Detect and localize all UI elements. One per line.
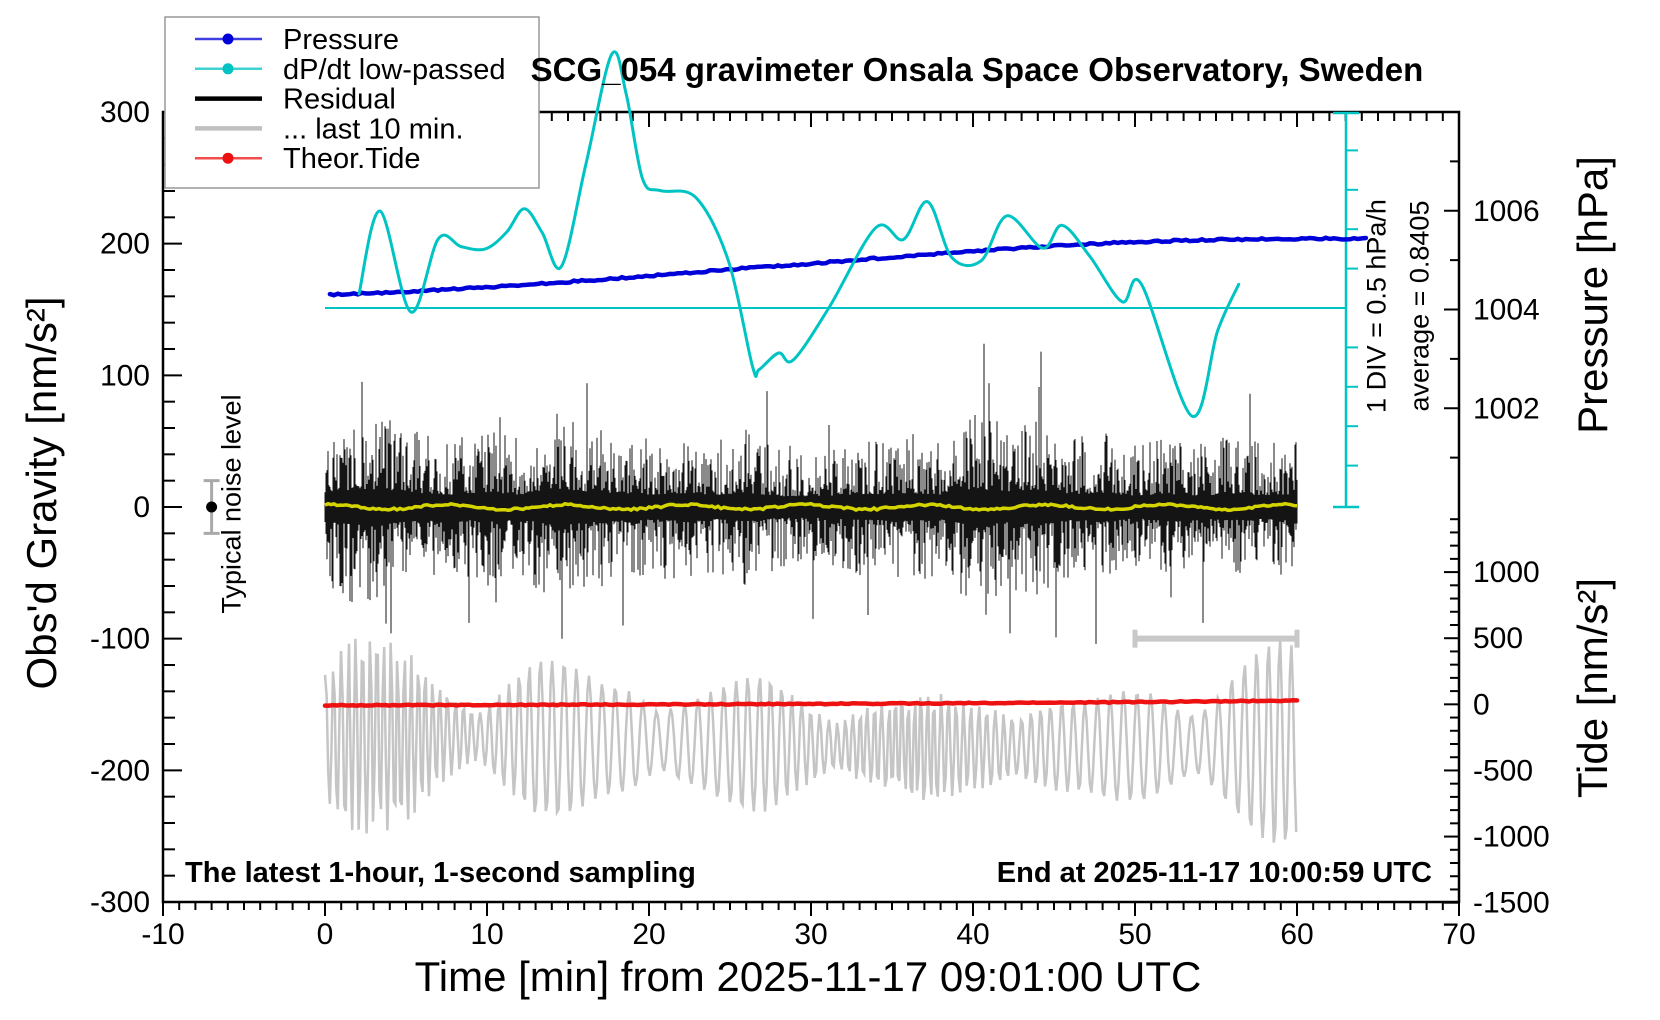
legend-item: Pressure xyxy=(195,24,399,56)
tide-tick-label: -1500 xyxy=(1473,887,1550,920)
pressure-tick-label: 1002 xyxy=(1473,392,1540,425)
x-tick-label: 60 xyxy=(1280,918,1313,951)
legend-item: Theor.Tide xyxy=(195,143,421,175)
dpdt-lowpassed-curve xyxy=(357,50,1241,418)
legend-item: Residual xyxy=(195,84,396,116)
tide-tick-label: 0 xyxy=(1473,688,1490,721)
gravity-tick-label: 100 xyxy=(100,359,150,392)
legend-label: Theor.Tide xyxy=(283,143,421,175)
legend-label: ... last 10 min. xyxy=(283,113,464,145)
series-dpdt xyxy=(357,50,1241,418)
last10-residual-curve xyxy=(323,638,1298,843)
tide-tick-label: 500 xyxy=(1473,622,1523,655)
series-last10 xyxy=(323,638,1298,843)
div-scale-annotation: 1 DIV = 0.5 hPa/h xyxy=(1361,199,1392,413)
sampling-note: The latest 1-hour, 1-second sampling xyxy=(185,857,696,889)
x-tick-label: 10 xyxy=(470,918,503,951)
legend-label: Residual xyxy=(283,84,396,116)
series-residual-lowpass xyxy=(324,501,1298,513)
chart-title: SCG_054 gravimeter Onsala Space Observat… xyxy=(530,51,1424,88)
x-tick-label: 70 xyxy=(1442,918,1475,951)
legend-marker-dot xyxy=(222,63,234,75)
time-axis-title: Time [min] from 2025-11-17 09:01:00 UTC xyxy=(414,953,1202,1000)
dpdt-scale xyxy=(325,111,1359,509)
legend-marker-dot xyxy=(222,152,234,164)
series-residual xyxy=(324,343,1298,644)
pressure-tick-label: 1006 xyxy=(1473,195,1540,228)
end-time-note: End at 2025-11-17 10:00:59 UTC xyxy=(996,857,1432,889)
gravity-tick-label: -100 xyxy=(90,623,150,656)
gravity-tick-label: -300 xyxy=(90,886,150,919)
average-annotation: average = 0.8405 xyxy=(1404,200,1435,412)
axis-tick-labels: -10 0 10 20 30 40 50 60 70-300-200-1000100200300… xyxy=(90,96,1550,951)
legend-item: dP/dt low-passed xyxy=(195,54,505,86)
residual-lowpass-line xyxy=(324,501,1298,513)
x-tick-label: 20 xyxy=(632,918,665,951)
series-theor-tide xyxy=(322,697,1300,708)
gravity-axis-title: Obs'd Gravity [nm/s²] xyxy=(18,296,65,690)
last10-window-bar xyxy=(1132,629,1300,648)
x-tick-label: 40 xyxy=(956,918,989,951)
legend-label: Pressure xyxy=(283,24,399,56)
gravity-tick-label: 300 xyxy=(100,96,150,129)
tide-tick-label: -1000 xyxy=(1473,821,1550,854)
x-tick-label: 0 xyxy=(317,918,334,951)
x-tick-label: -10 xyxy=(141,918,184,951)
tide-tick-label: 1000 xyxy=(1473,556,1540,589)
gravity-tick-label: -200 xyxy=(90,754,150,787)
pressure-line xyxy=(327,235,1369,298)
x-tick-label: 30 xyxy=(794,918,827,951)
x-tick-label: 50 xyxy=(1118,918,1151,951)
legend-marker-dot xyxy=(222,33,234,45)
pressure-tick-label: 1004 xyxy=(1473,294,1540,327)
legend-item: ... last 10 min. xyxy=(195,113,464,145)
theor-tide-line xyxy=(322,697,1300,708)
gravity-tick-label: 200 xyxy=(100,228,150,261)
residual-noise-band xyxy=(324,343,1298,644)
noise-level-annotation: Typical noise level xyxy=(216,394,247,614)
series-pressure xyxy=(327,235,1369,298)
noise-marker-dot xyxy=(206,501,218,513)
tide-tick-label: -500 xyxy=(1473,754,1533,787)
gravity-tick-label: 0 xyxy=(133,491,150,524)
pressure-axis-title: Pressure [hPa] xyxy=(1569,156,1616,434)
legend-label: dP/dt low-passed xyxy=(283,54,505,86)
tide-axis-title: Tide [nm/s²] xyxy=(1569,577,1616,799)
noise-level-marker xyxy=(203,479,220,535)
